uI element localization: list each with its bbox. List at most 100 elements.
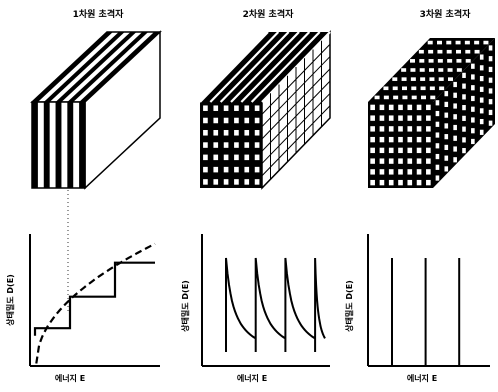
dot-side [435,175,440,181]
dot-top [456,68,462,72]
dot-side [488,99,493,105]
dot-side [471,138,475,145]
dot-top [430,95,436,100]
dot-top [392,77,398,81]
dot-front [426,158,431,164]
dot-front [426,126,431,132]
dot-side [435,100,440,106]
stripe-top [67,32,149,102]
dot-side [462,83,466,89]
grid-cell [234,179,239,185]
graph-2d-xlabel: 에너지 E [237,373,267,383]
grid-cell [213,179,219,185]
dot-front [416,104,422,111]
dot-side [453,103,457,109]
dot-side [471,85,475,91]
dot-front [379,179,385,186]
grid-cell [254,130,260,136]
dot-side [444,155,449,161]
grid-cell [254,105,260,111]
block-3d-dots-top [374,40,489,100]
dot-side [444,112,449,118]
dot-front [388,126,394,132]
dot-top [437,59,443,63]
block-3d [368,38,495,188]
dot-top [401,77,407,81]
stripe-top [32,32,113,102]
graph-1d: 상태밀도 D(E) 에너지 E [5,234,160,383]
dot-front [370,147,375,154]
dot-front [426,147,431,154]
dot-front [416,115,422,121]
dot-top [483,40,489,45]
dot-front [426,136,431,143]
graph-3d: 상태밀도 D(E) 에너지 E [344,234,490,383]
dot-top [474,49,480,54]
graph-2d-ylabel: 상태밀도 D(E) [180,280,190,332]
dot-front [379,158,385,164]
dot-top [447,59,453,63]
title-3d: 3차원 초격자 [420,8,472,20]
dot-top [464,40,470,45]
dot-side [488,45,493,51]
dot-side [471,128,475,134]
dot-top [402,86,407,91]
graph-1d-ylabel: 상태밀도 D(E) [5,274,15,326]
dot-front [379,147,385,154]
dot-side [435,121,440,127]
dot-front [407,169,413,175]
grid-cell [223,130,229,136]
dot-top [383,86,389,91]
grid-top-line [219,31,290,103]
dot-front [398,126,403,132]
dot-top [438,68,444,72]
block-2d-grid-front [203,105,260,185]
dot-top [418,49,424,54]
block-2d-grid-top [199,31,331,103]
dot-side [435,153,440,160]
dot-front [407,179,413,186]
dot-top [421,95,426,100]
dot-top [456,59,462,63]
dot-front [407,126,413,132]
grid-cell [203,142,208,148]
grid-top-line [209,31,280,103]
dot-top [429,86,435,91]
dot-front [379,104,385,111]
dot-top [448,77,453,81]
dot-side [462,115,466,121]
grid-cell [234,105,239,111]
dot-top [427,40,433,45]
dot-front [407,136,413,143]
dot-top [383,95,389,100]
grid-cell [244,179,250,185]
grid-cell [244,130,250,136]
dot-side [479,129,484,135]
dot-front [379,136,385,143]
dot-front [398,136,403,143]
dot-side [462,105,466,111]
grid-cell [223,105,229,111]
grid-cell [213,166,219,173]
stripe-front [55,102,62,188]
dot-front [388,136,394,143]
dot-front [407,104,413,111]
dot-side [462,126,466,132]
grid-cell [254,142,260,148]
grid-cell [244,117,250,124]
block-3d-dots-front [370,104,431,186]
dot-front [398,104,403,111]
dot-front [426,104,431,111]
dot-side [471,95,475,102]
grid-cell [254,179,260,185]
block-2d [199,30,331,190]
graph-1d-staircase [33,261,155,336]
dot-side [479,108,484,114]
grid-cell [223,117,229,124]
dot-front [416,136,422,143]
dot-front [416,169,422,175]
dot-top [401,68,407,72]
grid-top-line [199,31,269,103]
dot-front [388,104,394,111]
